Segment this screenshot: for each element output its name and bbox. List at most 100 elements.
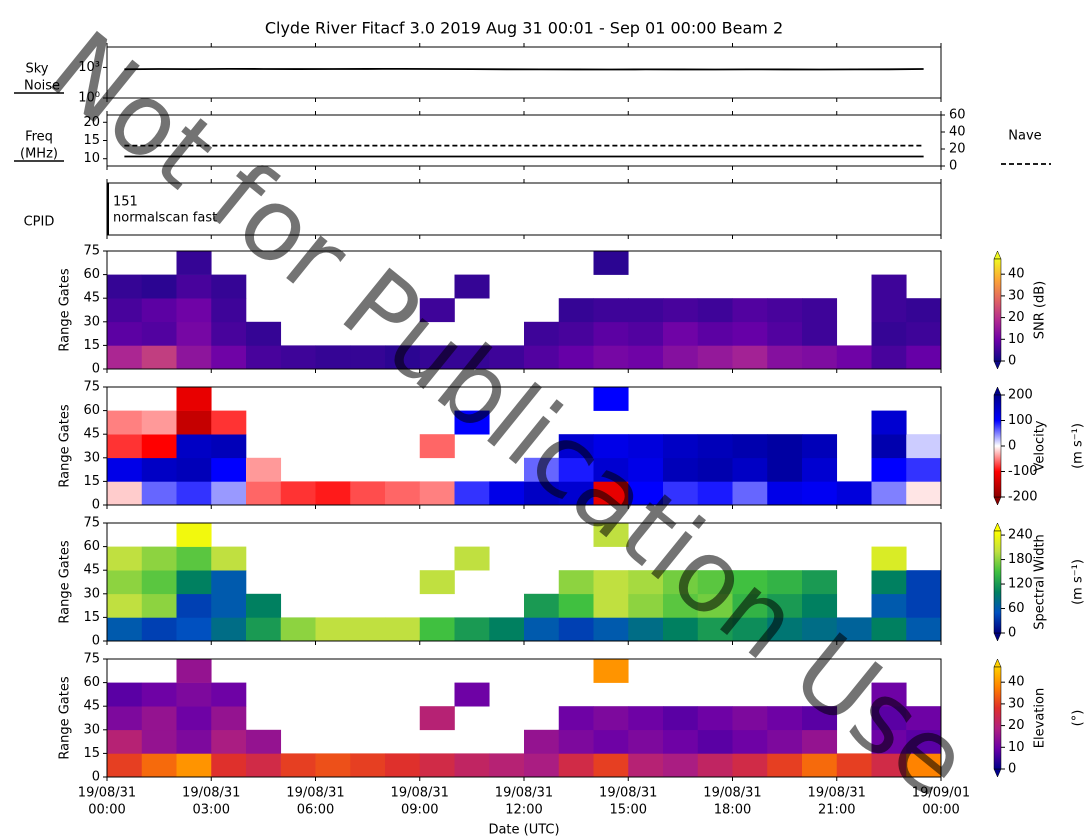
cell — [593, 251, 629, 275]
cell — [906, 481, 942, 506]
cell — [906, 617, 942, 642]
y-tick-label: 60 — [83, 675, 100, 690]
x-tick-label: 19/08/31 — [391, 786, 449, 801]
cell — [107, 753, 143, 778]
y-tick-label: 30 — [83, 450, 100, 465]
axes-frame — [106, 46, 942, 99]
x-tick-label: 18:00 — [714, 803, 751, 818]
colorbar-extend — [993, 386, 1002, 396]
cell — [454, 682, 490, 707]
cell — [211, 546, 247, 571]
colorbar-extend — [993, 658, 1002, 668]
cell — [628, 298, 664, 323]
cell — [454, 481, 490, 506]
y-tick-label: 15 — [83, 338, 100, 353]
cell — [524, 617, 560, 642]
x-tick-label: 03:00 — [193, 803, 230, 818]
axes-frame — [106, 658, 942, 778]
x-tick-label: 19/08/31 — [808, 786, 866, 801]
cell — [419, 570, 455, 595]
cell — [593, 298, 629, 323]
cell — [663, 481, 699, 506]
cell — [385, 345, 421, 370]
cell — [176, 682, 212, 707]
cell — [489, 345, 525, 370]
cell — [524, 321, 560, 346]
cell — [802, 345, 838, 370]
cell — [836, 481, 872, 506]
cell — [141, 298, 177, 323]
cell — [211, 570, 247, 595]
y-tick-label: 60 — [83, 267, 100, 282]
cell — [246, 593, 282, 618]
cell — [802, 321, 838, 346]
cell — [802, 706, 838, 731]
cell — [593, 345, 629, 370]
colorbar-label: Elevation — [1033, 688, 1048, 748]
cell — [211, 274, 247, 299]
colorbar — [993, 394, 1002, 498]
axes-frame — [106, 250, 942, 370]
cell — [732, 706, 768, 731]
cell — [246, 481, 282, 506]
colorbar-extend — [993, 496, 1002, 506]
colorbar-tick-label: 20 — [1008, 310, 1025, 325]
y-tick-label: 10 — [83, 151, 100, 166]
cell — [767, 457, 803, 482]
cell — [246, 321, 282, 346]
cell — [141, 729, 177, 754]
cell — [663, 321, 699, 346]
cell — [315, 481, 351, 506]
cell — [211, 434, 247, 459]
cell — [524, 729, 560, 754]
axes-frame — [106, 522, 942, 642]
cell — [350, 481, 386, 506]
cell — [176, 298, 212, 323]
x-tick-label: 19/08/31 — [182, 786, 240, 801]
cell — [176, 753, 212, 778]
cell — [906, 729, 942, 754]
x-tick-label: 19/08/31 — [703, 786, 761, 801]
colorbar-tick-label: 30 — [1008, 696, 1025, 711]
cell — [558, 434, 594, 459]
cell — [524, 457, 560, 482]
x-tick-label: 19/08/31 — [599, 786, 657, 801]
cell — [697, 321, 733, 346]
cell — [697, 593, 733, 618]
cell — [628, 729, 664, 754]
colorbar-extend — [993, 360, 1002, 370]
cell — [141, 321, 177, 346]
cell — [107, 593, 143, 618]
cell — [350, 345, 386, 370]
cell — [280, 345, 316, 370]
cell — [211, 410, 247, 435]
cell — [906, 753, 942, 778]
cell — [697, 434, 733, 459]
cell — [141, 410, 177, 435]
cell — [871, 729, 907, 754]
cell — [697, 617, 733, 642]
cell — [802, 570, 838, 595]
y-tick-label: 75 — [83, 652, 100, 667]
cell — [211, 457, 247, 482]
cell — [419, 753, 455, 778]
cell — [454, 617, 490, 642]
cell — [871, 753, 907, 778]
cell — [211, 321, 247, 346]
colorbar-label: (m s⁻¹) — [1071, 423, 1086, 469]
colorbar-tick-label: 180 — [1008, 552, 1033, 567]
x-tick-label: 19/08/31 — [286, 786, 344, 801]
cell — [697, 729, 733, 754]
y-tick-label: 0 — [92, 498, 100, 513]
cell — [593, 481, 629, 506]
cell — [628, 706, 664, 731]
cell — [211, 729, 247, 754]
cell — [732, 593, 768, 618]
cell — [697, 457, 733, 482]
colorbar-label: Velocity — [1033, 420, 1048, 471]
y-tick-label: 60 — [83, 403, 100, 418]
cell — [211, 753, 247, 778]
cell — [141, 274, 177, 299]
cell — [906, 298, 942, 323]
